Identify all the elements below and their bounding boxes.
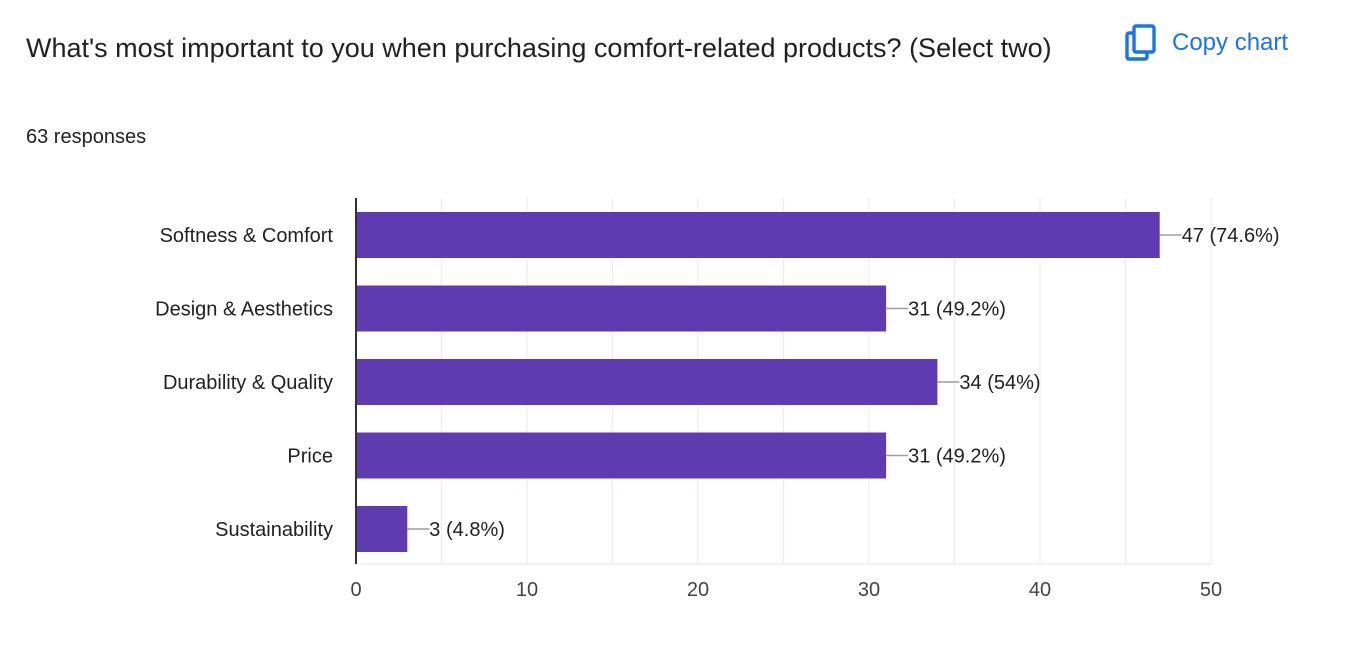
bar <box>356 359 938 405</box>
x-tick-label: 40 <box>1029 579 1051 601</box>
data-label: 47 (74.6%) <box>1182 225 1280 247</box>
data-label: 31 (49.2%) <box>908 299 1006 321</box>
data-label: 34 (54%) <box>959 372 1040 394</box>
category-label: Durability & Quality <box>163 372 333 394</box>
x-tick-label: 50 <box>1200 579 1222 601</box>
x-tick-label: 10 <box>516 579 538 601</box>
x-tick-label: 30 <box>858 579 880 601</box>
copy-chart-label: Copy chart <box>1172 29 1289 56</box>
bar <box>356 285 887 332</box>
x-tick-label: 20 <box>687 579 709 601</box>
copy-icon <box>1124 24 1158 62</box>
data-label: 3 (4.8%) <box>429 519 505 541</box>
data-label: 31 (49.2%) <box>908 446 1006 468</box>
question-title: What's most important to you when purcha… <box>26 33 1052 63</box>
category-label: Price <box>287 446 333 468</box>
bar <box>356 506 408 552</box>
bar <box>356 432 887 479</box>
response-count: 63 responses <box>26 126 147 148</box>
category-label: Sustainability <box>215 519 333 541</box>
copy-chart-button[interactable]: Copy chart <box>1124 22 1288 64</box>
category-label: Design & Aesthetics <box>155 299 333 321</box>
category-label: Softness & Comfort <box>160 225 334 247</box>
x-tick-label: 0 <box>350 579 361 601</box>
bar <box>356 212 1160 258</box>
